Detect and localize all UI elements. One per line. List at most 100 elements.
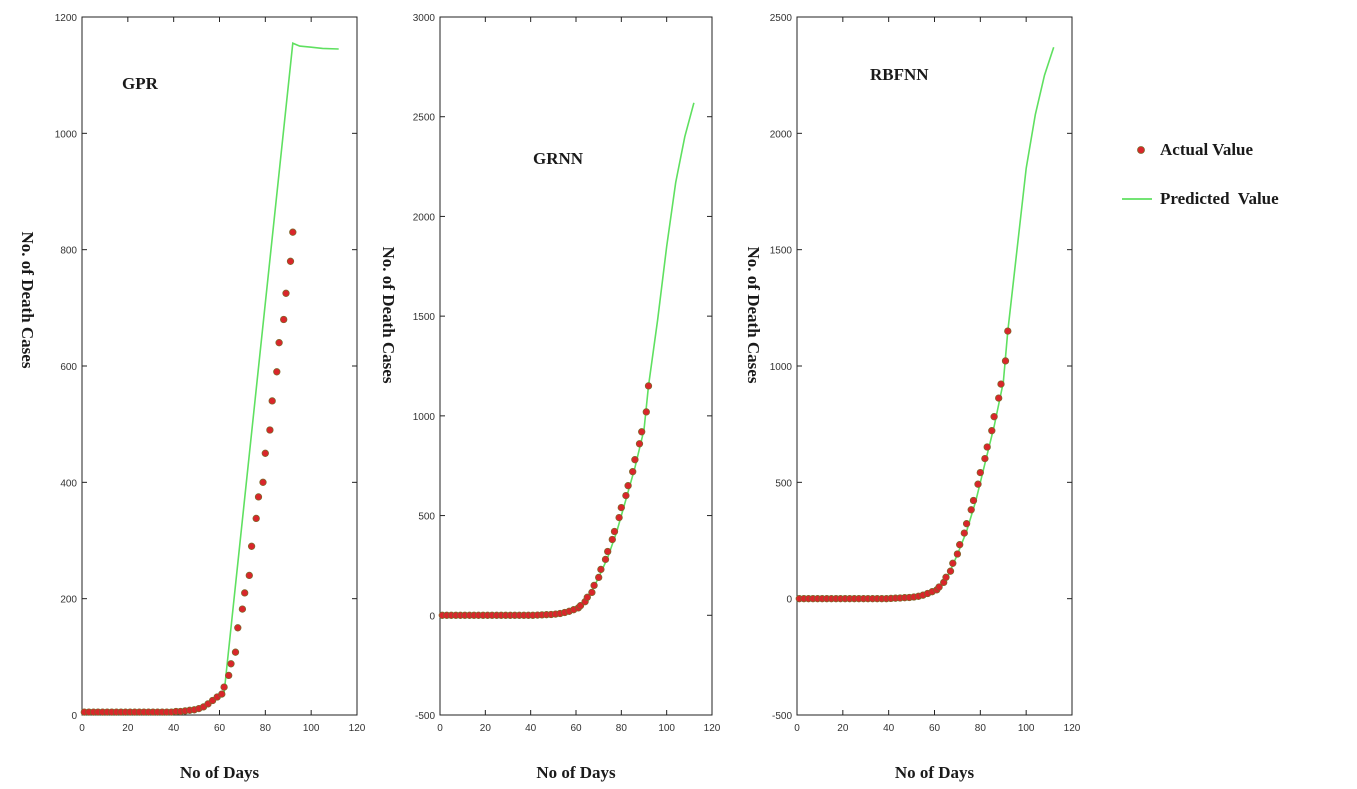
gpr-actual-point — [231, 648, 240, 656]
gpr-ytick-label: 0 — [71, 711, 77, 722]
rbfnn-actual-point — [946, 567, 955, 575]
gpr-actual-point — [234, 624, 242, 632]
gpr-actual-point — [286, 257, 295, 265]
grnn-ytick-label: 2000 — [413, 212, 436, 223]
gpr-title: GPR — [122, 74, 159, 93]
grnn-ytick-label: 3000 — [413, 13, 436, 24]
grnn-xlabel: No of Days — [536, 763, 616, 782]
rbfnn-actual-point — [1001, 357, 1010, 365]
gpr-ytick-label: 400 — [60, 478, 77, 489]
rbfnn-actual-point — [988, 427, 996, 435]
grnn-actual-point — [644, 382, 653, 390]
gpr-xtick-label: 120 — [349, 723, 366, 734]
grnn-xtick-label: 60 — [570, 723, 582, 734]
gpr-actual-point — [282, 289, 290, 297]
rbfnn-xtick-label: 100 — [1018, 723, 1035, 734]
gpr-actual-point — [241, 589, 249, 597]
rbfnn-actual-point — [990, 413, 998, 421]
rbfnn-actual-point — [983, 443, 991, 451]
rbfnn-ytick-label: 0 — [786, 595, 792, 606]
rbfnn-axes-box — [796, 16, 1073, 716]
gpr-actual-point — [268, 397, 276, 405]
gpr-actual-point — [225, 671, 233, 680]
legend: Actual Value Predicted Value — [1122, 140, 1279, 208]
gpr-ytick-label: 600 — [60, 362, 77, 373]
rbfnn-xtick-label: 0 — [794, 723, 800, 734]
grnn-panel: 0 20 40 60 80 100 120-500050010001500200025003… — [379, 13, 721, 782]
rbfnn-actual-point — [956, 541, 964, 549]
grnn-actual-point — [604, 547, 612, 556]
gpr-actual-point — [218, 690, 226, 698]
grnn-xtick-label: 0 — [437, 723, 443, 734]
gpr-actual-point — [273, 368, 281, 376]
rbfnn-actual-point — [935, 583, 943, 591]
gpr-xtick-label: 100 — [303, 723, 320, 734]
rbfnn-ytick-label: 1000 — [770, 362, 793, 373]
grnn-actual-point — [622, 491, 630, 500]
grnn-actual-point — [642, 408, 650, 416]
grnn-actual-point — [576, 602, 585, 610]
rbfnn-actual-point — [976, 468, 984, 477]
grnn-actual-point — [617, 503, 625, 512]
gpr-actual-point — [275, 339, 283, 347]
gpr-actual-point — [261, 449, 269, 457]
grnn-actual-point — [631, 456, 639, 464]
gpr-actual-point — [220, 683, 228, 691]
grnn-actual-point — [638, 428, 646, 436]
grnn-actual-point — [624, 482, 632, 490]
rbfnn-actual-point — [995, 394, 1003, 402]
rbfnn-actual-point — [967, 506, 975, 514]
gpr-actual-point — [266, 426, 274, 434]
grnn-ytick-label: 2500 — [413, 113, 436, 124]
grnn-xtick-label: 40 — [525, 723, 537, 734]
grnn-xtick-label: 100 — [658, 723, 675, 734]
rbfnn-xtick-label: 20 — [837, 723, 849, 734]
gpr-xlabel: No of Days — [180, 763, 260, 782]
gpr-ytick-label: 800 — [60, 246, 77, 257]
rbfnn-xtick-label: 80 — [975, 723, 987, 734]
rbfnn-ytick-label: 500 — [775, 478, 792, 489]
rbfnn-actual-point — [942, 573, 950, 581]
grnn-title: GRNN — [533, 149, 584, 168]
rbfnn-title: RBFNN — [870, 65, 929, 84]
grnn-actual-point — [615, 513, 623, 522]
grnn-ytick-label: 1500 — [413, 312, 436, 323]
gpr-xtick-label: 80 — [260, 723, 272, 734]
grnn-actual-point — [610, 527, 619, 536]
grnn-actual-point — [583, 593, 591, 601]
rbfnn-actual-point — [953, 550, 962, 558]
grnn-ytick-label: -500 — [415, 711, 435, 722]
grnn-actual-point — [588, 588, 596, 597]
gpr-actual-point — [245, 571, 253, 580]
rbfnn-xtick-label: 40 — [883, 723, 895, 734]
rbfnn-ylabel: No. of Death Cases — [744, 247, 763, 384]
gpr-actual-point — [247, 542, 256, 550]
rbfnn-xtick-label: 120 — [1064, 723, 1081, 734]
rbfnn-actual-point — [960, 529, 968, 537]
grnn-xtick-label: 20 — [480, 723, 492, 734]
gpr-predicted-line — [81, 42, 339, 715]
gpr-xtick-label: 20 — [122, 723, 134, 734]
grnn-predicted-line — [439, 102, 695, 617]
gpr-ytick-label: 1200 — [55, 13, 78, 24]
gpr-actual-point — [227, 660, 235, 668]
grnn-actual-point — [635, 440, 644, 448]
rbfnn-ytick-label: -500 — [772, 711, 792, 722]
rbfnn-actual-point — [949, 559, 957, 567]
gpr-ytick-label: 1000 — [55, 129, 78, 140]
gpr-actual-point — [280, 315, 288, 324]
grnn-ytick-label: 0 — [429, 611, 435, 622]
gpr-actual-point — [252, 514, 260, 523]
rbfnn-actual-point — [981, 454, 989, 463]
gpr-actual-point — [259, 478, 267, 486]
gpr-xtick-label: 0 — [79, 723, 85, 734]
gpr-axes-box — [81, 16, 358, 716]
rbfnn-actual-point — [969, 496, 978, 505]
gpr-ytick-label: 200 — [60, 595, 77, 606]
rbfnn-actual-point — [974, 480, 982, 488]
rbfnn-predicted-line — [796, 46, 1055, 600]
gpr-actual-point — [238, 605, 247, 613]
grnn-actual-point — [590, 581, 598, 590]
gpr-ylabel: No. of Death Cases — [18, 232, 37, 369]
grnn-xtick-label: 80 — [616, 723, 628, 734]
